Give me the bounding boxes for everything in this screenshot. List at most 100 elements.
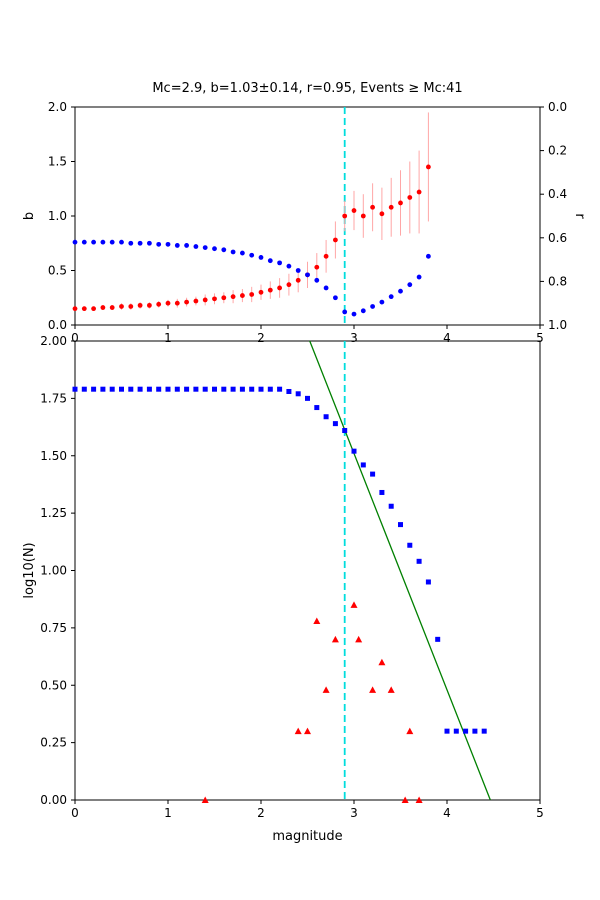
y-tick-label: 0.00 bbox=[40, 793, 67, 807]
x-tick-label: 2 bbox=[257, 806, 265, 820]
data-point-circle bbox=[156, 241, 162, 247]
data-point-circle bbox=[416, 189, 422, 195]
data-point-circle bbox=[407, 195, 413, 200]
y-tick-label: 0.75 bbox=[40, 621, 67, 635]
data-point-circle bbox=[165, 300, 171, 306]
data-point-square bbox=[379, 489, 385, 495]
data-point-circle bbox=[221, 295, 227, 301]
data-point-circle bbox=[184, 299, 190, 305]
data-point-circle bbox=[388, 294, 394, 300]
data-point-circle bbox=[184, 243, 190, 248]
data-point-square bbox=[174, 386, 180, 392]
data-point-circle bbox=[202, 245, 208, 251]
data-point-square bbox=[342, 428, 348, 434]
data-point-square bbox=[332, 421, 338, 427]
x-tick-label: 0 bbox=[71, 806, 79, 820]
chart-title: Mc=2.9, b=1.03±0.14, r=0.95, Events ≥ Mc… bbox=[152, 81, 463, 96]
y2-axis-label: r bbox=[572, 213, 587, 219]
data-point-square bbox=[481, 728, 487, 734]
y2-tick-label: 0.0 bbox=[548, 100, 567, 114]
data-point-circle bbox=[351, 208, 357, 213]
y-tick-label: 0.5 bbox=[48, 264, 67, 278]
data-point-square bbox=[407, 542, 413, 548]
data-point-square bbox=[146, 386, 152, 392]
noncumulative-counts-series bbox=[201, 601, 423, 803]
data-point-circle bbox=[277, 285, 282, 291]
data-point-circle bbox=[379, 211, 385, 217]
data-point-square bbox=[109, 386, 115, 392]
data-point-square bbox=[277, 386, 283, 392]
data-point-circle bbox=[416, 274, 422, 280]
data-point-circle bbox=[360, 213, 366, 219]
data-point-square bbox=[91, 386, 97, 392]
data-point-triangle bbox=[415, 796, 423, 803]
data-point-circle bbox=[81, 239, 87, 245]
data-point-circle bbox=[388, 204, 394, 210]
data-point-circle bbox=[212, 246, 217, 252]
data-point-circle bbox=[258, 255, 264, 260]
data-point-circle bbox=[360, 308, 366, 314]
r-value-series bbox=[72, 239, 431, 317]
y-tick-label: 1.75 bbox=[40, 391, 67, 405]
data-point-circle bbox=[370, 304, 375, 309]
data-point-circle bbox=[174, 243, 180, 248]
data-point-square bbox=[81, 386, 87, 392]
data-point-circle bbox=[137, 302, 143, 308]
data-point-square bbox=[230, 386, 236, 392]
data-point-circle bbox=[100, 239, 106, 245]
data-point-triangle bbox=[401, 796, 409, 803]
data-point-circle bbox=[156, 301, 162, 307]
axes-frame bbox=[74, 106, 541, 326]
data-point-circle bbox=[398, 200, 403, 206]
data-point-circle bbox=[351, 311, 357, 317]
data-point-triangle bbox=[369, 686, 377, 693]
data-point-square bbox=[267, 386, 273, 392]
data-point-circle bbox=[240, 250, 245, 256]
data-point-triangle bbox=[294, 727, 302, 735]
data-point-square bbox=[156, 386, 162, 392]
y-tick-label: 0.50 bbox=[40, 678, 67, 692]
x-tick-label: 3 bbox=[350, 806, 358, 820]
data-point-circle bbox=[342, 213, 348, 219]
data-point-circle bbox=[193, 244, 199, 249]
data-point-square bbox=[463, 728, 469, 734]
data-point-circle bbox=[91, 306, 96, 312]
data-point-circle bbox=[277, 260, 282, 266]
data-point-square bbox=[370, 471, 376, 477]
data-point-circle bbox=[314, 264, 320, 270]
data-point-square bbox=[72, 386, 78, 392]
y-tick-label: 1.50 bbox=[40, 449, 67, 463]
data-point-square bbox=[351, 448, 357, 454]
data-point-circle bbox=[323, 285, 329, 291]
data-point-square bbox=[416, 558, 422, 564]
y-axis-label: log10(N) bbox=[22, 542, 37, 598]
data-point-square bbox=[100, 386, 106, 392]
data-point-triangle bbox=[406, 727, 414, 735]
data-point-square bbox=[425, 579, 431, 585]
data-point-circle bbox=[398, 288, 403, 294]
data-point-circle bbox=[91, 239, 96, 245]
data-point-square bbox=[295, 391, 301, 397]
y2-tick-label: 0.2 bbox=[548, 144, 567, 158]
data-point-circle bbox=[342, 309, 348, 315]
y2-tick-label: 1.0 bbox=[548, 318, 567, 332]
data-point-circle bbox=[165, 241, 171, 247]
data-point-square bbox=[444, 728, 450, 734]
x-tick-label: 1 bbox=[164, 806, 172, 820]
data-point-circle bbox=[119, 239, 124, 245]
data-point-circle bbox=[333, 237, 338, 243]
data-point-square bbox=[202, 386, 208, 392]
y2-tick-label: 0.8 bbox=[548, 274, 567, 288]
x-tick-label: 3 bbox=[350, 331, 358, 345]
data-point-circle bbox=[267, 287, 273, 293]
cumulative-counts-series bbox=[72, 386, 487, 734]
data-point-triangle bbox=[350, 601, 358, 608]
data-point-triangle bbox=[378, 658, 386, 666]
y-tick-label: 0.0 bbox=[48, 318, 67, 332]
data-point-triangle bbox=[355, 635, 363, 643]
x-tick-label: 0 bbox=[71, 331, 79, 345]
data-point-circle bbox=[333, 295, 338, 301]
y-tick-label: 1.00 bbox=[40, 564, 67, 578]
top-panel-b-r-chart: 0 1 2 3 4 5 0.0 0.5 1.0 1.5 2.0 0.0 0.2 0.4 0.6 0.8 1.0 b… bbox=[22, 100, 587, 345]
